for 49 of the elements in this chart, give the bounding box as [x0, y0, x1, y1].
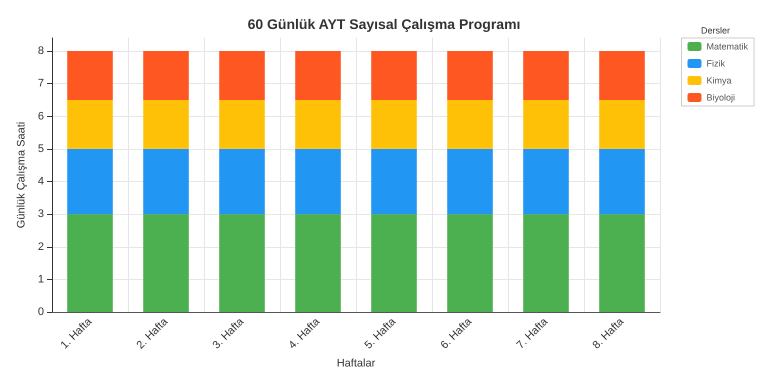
legend-label: Matematik — [706, 42, 748, 52]
bar — [371, 51, 417, 100]
y-tick-label: 2 — [38, 240, 44, 253]
legend-label: Fizik — [706, 58, 726, 68]
bar — [219, 214, 265, 312]
bar — [219, 148, 265, 214]
bar — [371, 148, 417, 214]
y-tick-label: 1 — [38, 273, 44, 286]
y-tick-label: 7 — [38, 78, 44, 90]
bar — [599, 148, 645, 214]
bar — [523, 214, 569, 312]
bar — [371, 214, 417, 312]
bar — [219, 100, 265, 149]
bar — [67, 51, 113, 100]
chart-title: 60 Günlük AYT Sayısal Çalışma Programı — [248, 16, 520, 32]
y-tick-label: 5 — [38, 142, 44, 155]
bar — [523, 51, 569, 100]
bar — [219, 51, 265, 100]
bar — [523, 100, 569, 149]
bar — [67, 214, 113, 312]
y-tick-label: 3 — [38, 208, 44, 220]
bar — [447, 51, 493, 100]
bar — [447, 214, 493, 312]
legend-label: Biyoloji — [706, 92, 736, 102]
bar — [143, 148, 189, 214]
bar — [143, 51, 189, 100]
bar — [143, 100, 189, 149]
bar — [295, 214, 341, 312]
bar — [67, 148, 113, 214]
bar — [447, 148, 493, 214]
legend-label: Kimya — [706, 76, 732, 86]
y-axis-title: Günlük Çalışma Saati — [16, 122, 28, 228]
bar — [599, 51, 645, 100]
bar — [67, 100, 113, 149]
bar — [295, 51, 341, 100]
x-axis-title: Haftalar — [336, 358, 376, 370]
bar — [295, 148, 341, 214]
bar — [523, 148, 569, 214]
y-tick-label: 8 — [38, 45, 44, 58]
bar — [599, 100, 645, 149]
bar — [599, 214, 645, 312]
y-tick-label: 6 — [38, 110, 44, 122]
bar — [447, 100, 493, 149]
bar — [371, 100, 417, 149]
y-tick-label: 0 — [38, 306, 44, 318]
y-tick-label: 4 — [38, 176, 44, 188]
bar — [143, 214, 189, 312]
bar — [295, 100, 341, 149]
legend-title: Dersler — [700, 26, 730, 36]
